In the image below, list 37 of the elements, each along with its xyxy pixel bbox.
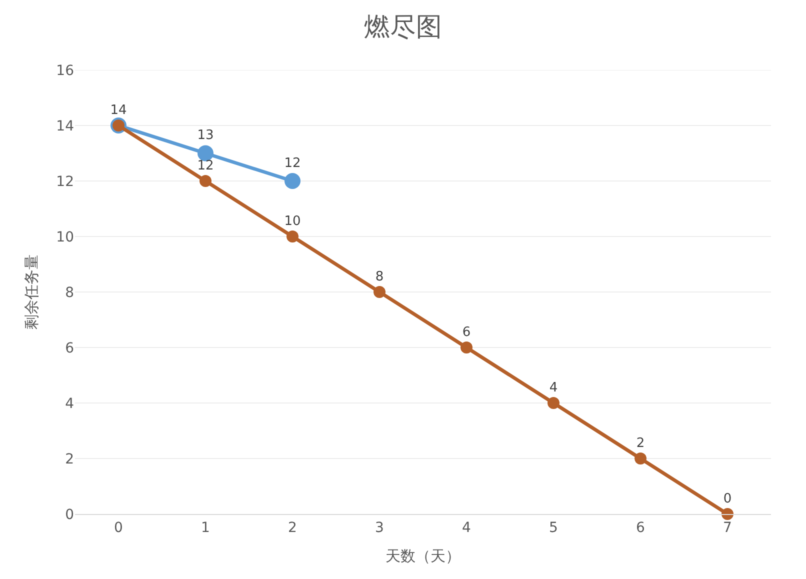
- point: [200, 175, 212, 187]
- x-axis-title: 天数（天）: [386, 546, 460, 565]
- y-tick-label: 2: [65, 451, 74, 468]
- data-label: 6: [462, 324, 471, 340]
- y-tick-label: 12: [56, 174, 74, 190]
- y-tick-label: 4: [65, 396, 74, 412]
- point: [548, 397, 560, 409]
- data-label: 8: [375, 269, 384, 284]
- data-label: 13: [197, 128, 214, 143]
- x-tick-label: 3: [375, 520, 384, 536]
- y-tick-label: 0: [65, 506, 74, 523]
- data-label: 12: [197, 158, 214, 174]
- point: [374, 286, 386, 298]
- x-tick-label: 7: [723, 520, 732, 536]
- data-label: 10: [284, 214, 301, 229]
- y-tick-label: 16: [56, 62, 74, 79]
- x-tick-label: 2: [288, 520, 297, 536]
- point: [286, 230, 298, 242]
- x-tick-label: 1: [201, 520, 210, 536]
- x-tick-label: 4: [462, 520, 472, 536]
- y-tick-label: 14: [56, 118, 74, 134]
- point: [460, 342, 472, 354]
- x-tick-label: 0: [114, 520, 123, 536]
- x-tick-label: 5: [549, 520, 558, 536]
- y-axis-title: 剩余任务量: [22, 254, 40, 330]
- y-tick-label: 8: [65, 284, 74, 301]
- data-label: 2: [636, 436, 645, 451]
- chart-title: 燃尽图: [364, 12, 442, 43]
- data-label: 14: [110, 102, 127, 118]
- y-tick-label: 10: [56, 229, 74, 246]
- point: [284, 173, 300, 189]
- point: [634, 452, 646, 464]
- data-label: 12: [284, 156, 301, 171]
- data-label: 0: [723, 491, 732, 506]
- data-label: 4: [549, 380, 558, 396]
- x-tick-label: 6: [636, 520, 646, 536]
- y-tick-label: 6: [65, 340, 74, 356]
